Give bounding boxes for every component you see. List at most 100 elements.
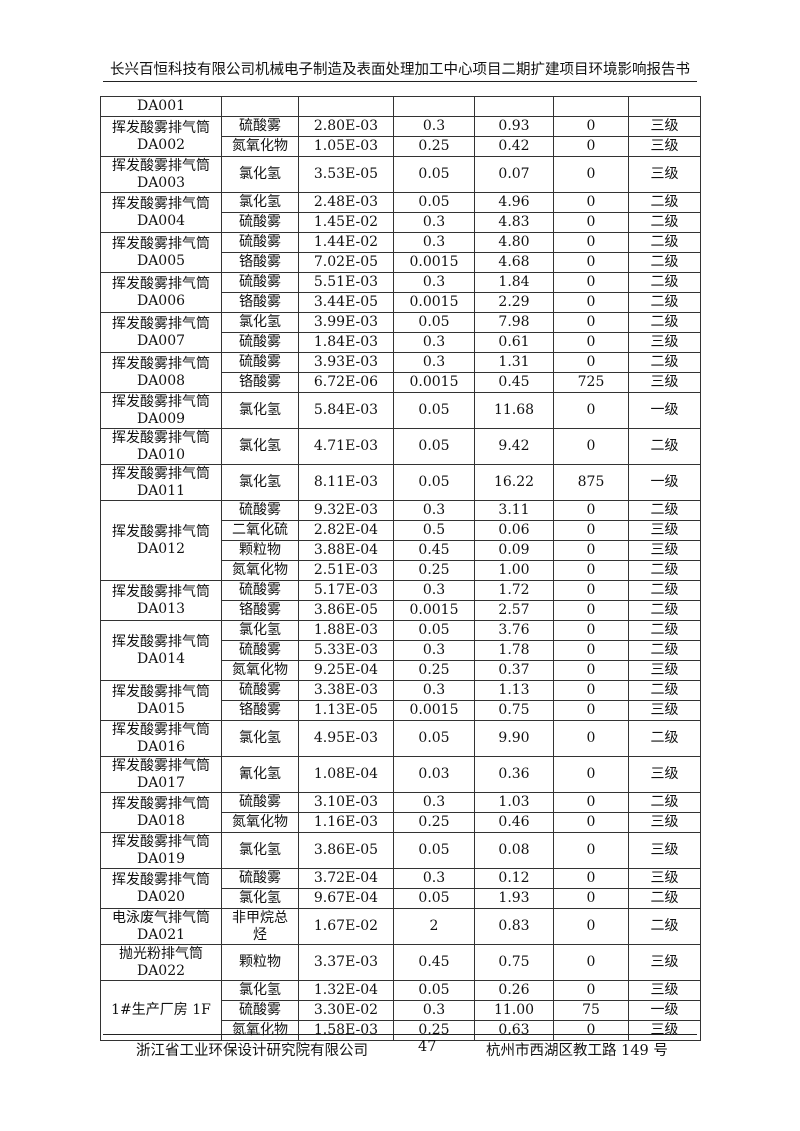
page-number: 47 bbox=[418, 1039, 437, 1055]
max-percent-cell: 4.83 bbox=[474, 212, 554, 233]
standard-cell: 0.3 bbox=[393, 352, 475, 373]
table-row: 挥发酸雾排气筒DA013 硫酸雾 5.17E-03 0.3 1.72 0 二级 bbox=[100, 580, 701, 621]
standard-cell: 0.3 bbox=[393, 272, 475, 293]
standard-cell: 0.3 bbox=[393, 680, 475, 701]
table-row: 挥发酸雾排气筒DA007 氯化氢 3.99E-03 0.05 7.98 0 二级 bbox=[100, 312, 701, 353]
max-percent-cell: 0.63 bbox=[474, 1020, 554, 1041]
table-row: 挥发酸雾排气筒DA019 氯化氢 3.86E-05 0.05 0.08 0 三级 bbox=[100, 832, 701, 869]
grade-cell: 三级 bbox=[628, 980, 701, 1001]
max-percent-cell: 0.08 bbox=[474, 832, 554, 869]
emission-rate-cell: 4.71E-03 bbox=[298, 428, 394, 465]
standard-cell bbox=[393, 96, 475, 117]
source-cell: 挥发酸雾排气筒DA012 bbox=[100, 500, 222, 581]
standard-cell: 0.5 bbox=[393, 520, 475, 541]
pollutant-cell: 氯化氢 bbox=[221, 980, 299, 1001]
distance-cell: 0 bbox=[553, 944, 629, 981]
pollutant-cell: 氯化氢 bbox=[221, 720, 299, 757]
distance-cell: 0 bbox=[553, 116, 629, 137]
source-cell: 挥发酸雾排气筒DA010 bbox=[100, 428, 222, 465]
standard-cell: 0.3 bbox=[393, 1000, 475, 1021]
distance-cell: 0 bbox=[553, 192, 629, 213]
standard-cell: 0.3 bbox=[393, 212, 475, 233]
standard-cell: 0.05 bbox=[393, 156, 475, 193]
pollutant-cell: 氮氧化物 bbox=[221, 136, 299, 157]
emission-rate-cell: 3.30E-02 bbox=[298, 1000, 394, 1021]
grade-cell: 三级 bbox=[628, 332, 701, 353]
pollutant-cell: 铬酸雾 bbox=[221, 292, 299, 313]
table-row: 挥发酸雾排气筒DA008 硫酸雾 3.93E-03 0.3 1.31 0 二级 bbox=[100, 352, 701, 393]
grade-cell: 二级 bbox=[628, 352, 701, 373]
distance-cell: 0 bbox=[553, 580, 629, 601]
grade-cell: 二级 bbox=[628, 272, 701, 293]
emission-rate-cell: 3.99E-03 bbox=[298, 312, 394, 333]
standard-cell: 0.05 bbox=[393, 392, 475, 429]
distance-cell: 0 bbox=[553, 792, 629, 813]
distance-cell: 0 bbox=[553, 156, 629, 193]
emission-rate-cell: 1.45E-02 bbox=[298, 212, 394, 233]
max-percent-cell: 0.07 bbox=[474, 156, 554, 193]
distance-cell: 0 bbox=[553, 332, 629, 353]
source-cell: 挥发酸雾排气筒DA007 bbox=[100, 312, 222, 353]
emission-rate-cell: 3.86E-05 bbox=[298, 600, 394, 621]
pollutant-cell: 氯化氢 bbox=[221, 888, 299, 909]
distance-cell: 0 bbox=[553, 560, 629, 581]
table-row: 挥发酸雾排气筒DA016 氯化氢 4.95E-03 0.05 9.90 0 二级 bbox=[100, 720, 701, 757]
max-percent-cell: 11.68 bbox=[474, 392, 554, 429]
max-percent-cell: 0.61 bbox=[474, 332, 554, 353]
max-percent-cell: 0.12 bbox=[474, 868, 554, 889]
source-cell: 挥发酸雾排气筒DA019 bbox=[100, 832, 222, 869]
pollutant-cell: 铬酸雾 bbox=[221, 700, 299, 721]
standard-cell: 0.05 bbox=[393, 464, 475, 501]
standard-cell: 0.45 bbox=[393, 944, 475, 981]
emission-rate-cell: 3.10E-03 bbox=[298, 792, 394, 813]
distance-cell: 0 bbox=[553, 392, 629, 429]
max-percent-cell: 3.11 bbox=[474, 500, 554, 521]
standard-cell: 0.0015 bbox=[393, 600, 475, 621]
table-row: 氮氧化物 2.51E-03 0.25 1.00 0 二级 bbox=[101, 560, 701, 581]
grade-cell: 二级 bbox=[628, 888, 701, 909]
grade-cell: 二级 bbox=[628, 908, 701, 945]
distance-cell: 0 bbox=[553, 868, 629, 889]
emission-rate-cell bbox=[298, 96, 394, 117]
pollutant-cell: 氯化氢 bbox=[221, 620, 299, 641]
footer-org: 浙江省工业环保设计研究院有限公司 bbox=[136, 1043, 368, 1059]
standard-cell: 0.05 bbox=[393, 720, 475, 757]
pollutant-cell: 二氧化硫 bbox=[221, 520, 299, 541]
standard-cell: 0.3 bbox=[393, 332, 475, 353]
distance-cell: 0 bbox=[553, 720, 629, 757]
standard-cell: 0.05 bbox=[393, 888, 475, 909]
grade-cell: 三级 bbox=[628, 812, 701, 833]
table-row: 挥发酸雾排气筒DA015 硫酸雾 3.38E-03 0.3 1.13 0 二级 bbox=[100, 680, 701, 721]
distance-cell bbox=[553, 96, 629, 117]
grade-cell: 一级 bbox=[628, 464, 701, 501]
table-row: 挥发酸雾排气筒DA012 硫酸雾 9.32E-03 0.3 3.11 0 二级 bbox=[100, 500, 701, 581]
emission-rate-cell: 1.67E-02 bbox=[298, 908, 394, 945]
emission-rate-cell: 9.32E-03 bbox=[298, 500, 394, 521]
emission-rate-cell: 5.17E-03 bbox=[298, 580, 394, 601]
max-percent-cell: 1.93 bbox=[474, 888, 554, 909]
max-percent-cell: 0.93 bbox=[474, 116, 554, 137]
distance-cell: 0 bbox=[553, 292, 629, 313]
distance-cell: 0 bbox=[553, 212, 629, 233]
standard-cell: 0.05 bbox=[393, 428, 475, 465]
grade-cell: 二级 bbox=[628, 680, 701, 701]
pollutant-cell: 氯化氢 bbox=[221, 192, 299, 213]
source-cell: 挥发酸雾排气筒DA003 bbox=[100, 156, 222, 193]
grade-cell: 一级 bbox=[628, 392, 701, 429]
grade-cell: 二级 bbox=[628, 252, 701, 273]
distance-cell: 0 bbox=[553, 812, 629, 833]
standard-cell: 0.25 bbox=[393, 1020, 475, 1041]
header-divider bbox=[103, 81, 697, 82]
pollutant-cell: 硫酸雾 bbox=[221, 1000, 299, 1021]
grade-cell: 三级 bbox=[628, 944, 701, 981]
standard-cell: 0.03 bbox=[393, 756, 475, 793]
max-percent-cell: 11.00 bbox=[474, 1000, 554, 1021]
grade-cell: 三级 bbox=[628, 136, 701, 157]
emission-rate-cell: 9.25E-04 bbox=[298, 660, 394, 681]
standard-cell: 0.3 bbox=[393, 580, 475, 601]
table-row: 挥发酸雾排气筒DA004 氯化氢 2.48E-03 0.05 4.96 0 二级 bbox=[100, 192, 701, 233]
table-row: 挥发酸雾排气筒DA002 硫酸雾 2.80E-03 0.3 0.93 0 三级 bbox=[100, 116, 701, 157]
source-cell: 挥发酸雾排气筒DA013 bbox=[100, 580, 222, 621]
pollutant-cell: 硫酸雾 bbox=[221, 868, 299, 889]
standard-cell: 0.05 bbox=[393, 832, 475, 869]
